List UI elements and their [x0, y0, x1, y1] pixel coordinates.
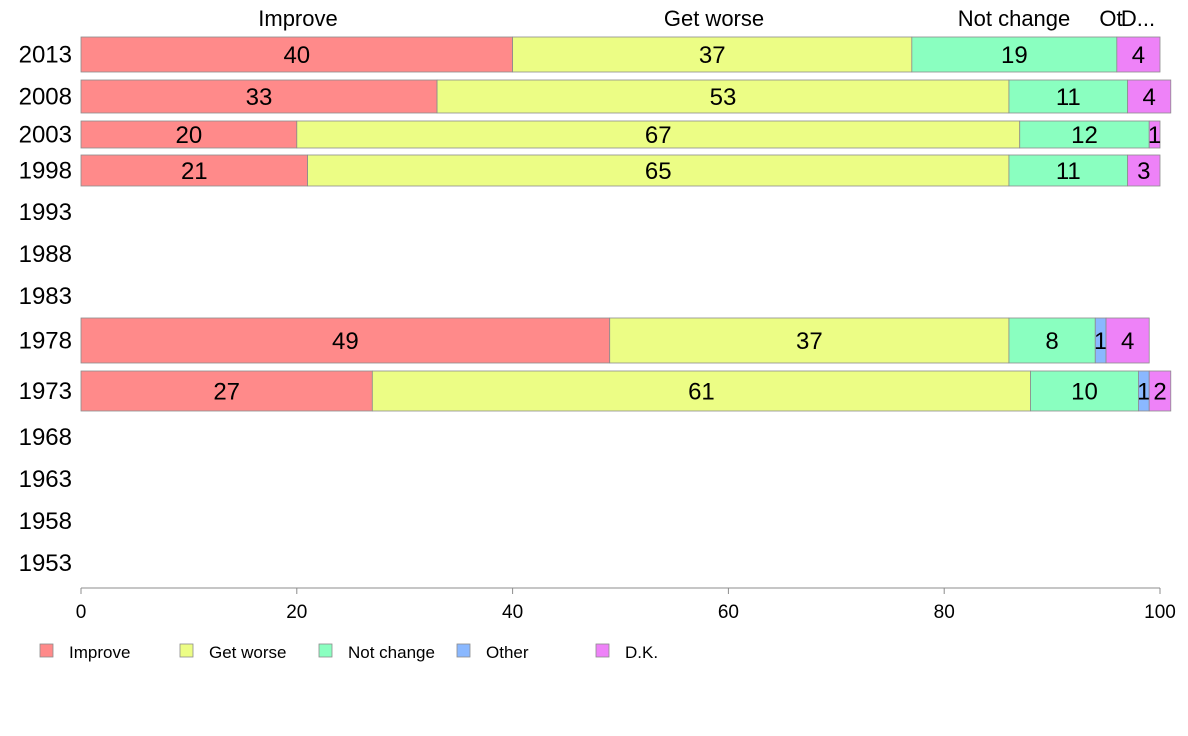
data-label: 10: [1071, 379, 1098, 406]
data-label: 37: [699, 42, 726, 69]
bar-segment: [1008, 317, 1096, 364]
x-tick-label: 60: [718, 602, 739, 623]
data-label: 11: [1056, 84, 1081, 111]
bar-segment: [1148, 120, 1161, 149]
legend-swatch: [318, 643, 333, 658]
bar-segment: [307, 154, 1010, 187]
y-tick-label: 1973: [19, 378, 72, 405]
data-label: 12: [1071, 122, 1098, 149]
data-label: 4: [1132, 42, 1145, 69]
data-label: 37: [796, 328, 823, 355]
y-tick-label: 2008: [19, 84, 72, 111]
y-tick-label: 1988: [19, 241, 72, 268]
data-label: 1: [1148, 122, 1161, 149]
legend-swatch: [179, 643, 194, 658]
x-tick-label: 100: [1144, 602, 1176, 623]
bar-segment: [512, 36, 913, 73]
data-label: 1: [1094, 328, 1107, 355]
data-label: 2: [1153, 379, 1166, 406]
x-tick-label: 0: [76, 602, 87, 623]
bar-segment: [371, 370, 1031, 412]
data-label: 33: [246, 84, 273, 111]
x-tick-label: 20: [286, 602, 307, 623]
bar-segment: [436, 79, 1010, 114]
bar-segment: [1105, 317, 1150, 364]
column-header: Improve: [258, 6, 337, 31]
data-label: 19: [1001, 42, 1028, 69]
bar-segment: [1030, 370, 1139, 412]
data-label: 8: [1045, 328, 1058, 355]
y-tick-label: 2013: [19, 42, 72, 69]
bar-segment: [1008, 154, 1129, 187]
x-tick-label: 80: [934, 602, 955, 623]
y-tick-label: 1953: [19, 550, 72, 577]
legend-label: Not change: [348, 643, 435, 662]
legend-swatch: [456, 643, 471, 658]
data-label: 1: [1137, 379, 1150, 406]
y-tick-label: 2003: [19, 122, 72, 149]
bar-segment: [1008, 79, 1129, 114]
data-label: 49: [332, 328, 359, 355]
data-label: 40: [283, 42, 310, 69]
data-label: 20: [176, 122, 203, 149]
legend-label: Improve: [69, 643, 130, 662]
legend-label: Get worse: [209, 643, 286, 662]
data-label: 67: [645, 122, 672, 149]
bar-segment: [80, 79, 438, 114]
y-tick-label: 1998: [19, 158, 72, 185]
bar-segment: [80, 36, 514, 73]
data-label: 4: [1143, 84, 1156, 111]
bar-segment: [1127, 154, 1161, 187]
data-label: 27: [213, 379, 240, 406]
bar-segment: [1148, 370, 1172, 412]
data-label: 53: [710, 84, 737, 111]
column-header: D...: [1121, 6, 1155, 31]
bar-segment: [80, 120, 298, 149]
data-label: 4: [1121, 328, 1134, 355]
x-tick-label: 40: [502, 602, 523, 623]
bar-segment: [80, 370, 373, 412]
y-tick-label: 1968: [19, 424, 72, 451]
y-tick-label: 1993: [19, 199, 72, 226]
bar-segment: [80, 154, 308, 187]
data-label: 21: [181, 158, 208, 185]
y-tick-label: 1958: [19, 508, 72, 535]
bar-segment: [296, 120, 1021, 149]
legend-swatch: [39, 643, 54, 658]
legend-swatch: [595, 643, 610, 658]
column-header: Ot: [1099, 6, 1122, 31]
data-label: 65: [645, 158, 672, 185]
bar-segment: [1127, 79, 1172, 114]
bar-segment: [911, 36, 1118, 73]
legend-label: D.K.: [625, 643, 658, 662]
column-header: Get worse: [664, 6, 764, 31]
y-tick-label: 1978: [19, 328, 72, 355]
y-tick-label: 1983: [19, 283, 72, 310]
data-label: 11: [1056, 158, 1081, 185]
column-header: Not change: [958, 6, 1071, 31]
y-tick-label: 1963: [19, 466, 72, 493]
bar-segment: [1116, 36, 1161, 73]
data-label: 3: [1137, 158, 1150, 185]
legend-label: Other: [486, 643, 529, 662]
data-label: 61: [688, 379, 715, 406]
